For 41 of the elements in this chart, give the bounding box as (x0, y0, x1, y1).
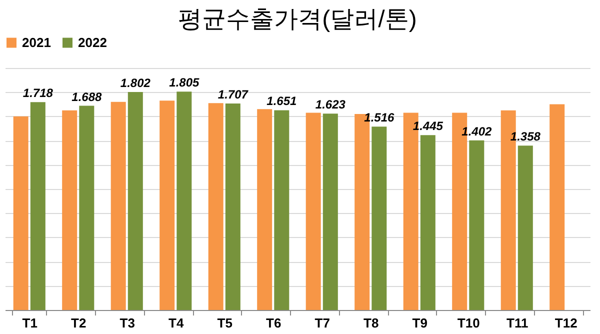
data-label: 1.651 (266, 94, 297, 108)
x-tick-label: T5 (217, 316, 232, 330)
bar (225, 103, 240, 310)
x-tick-label: T12 (554, 316, 578, 330)
bar (257, 109, 272, 310)
bar (176, 92, 192, 310)
bar (79, 106, 94, 310)
bar (518, 146, 533, 310)
data-label: 1.718 (22, 86, 54, 100)
data-label: 1.802 (120, 76, 151, 90)
data-label: 1.707 (218, 87, 250, 102)
x-tick-label: T8 (364, 316, 379, 330)
data-label: 1.688 (72, 90, 102, 104)
bar (30, 102, 46, 310)
bar (322, 114, 338, 310)
bar (306, 112, 321, 310)
bar (274, 110, 290, 310)
chart-title: 평균수출가격(달러/톤) (178, 6, 417, 33)
legend-label: 2021 (22, 34, 51, 50)
bar (208, 103, 224, 310)
bar (469, 140, 484, 310)
bar (550, 104, 565, 310)
bar (13, 116, 28, 310)
x-tick-label: T2 (71, 316, 86, 330)
x-tick-label: T6 (266, 316, 282, 330)
bar (160, 100, 175, 310)
bar (128, 92, 143, 310)
bar (420, 135, 436, 310)
data-label: 1.623 (315, 98, 346, 112)
x-tick-label: T3 (120, 316, 135, 330)
x-tick-label: T7 (314, 316, 330, 330)
bar (372, 126, 387, 310)
bar (62, 110, 78, 310)
legend-label: 2022 (78, 34, 107, 50)
x-tick-label: T11 (506, 316, 528, 330)
x-tick-label: T9 (412, 316, 428, 330)
x-tick-label: T1 (22, 316, 38, 330)
x-tick-label: T4 (168, 316, 184, 330)
bar (110, 102, 126, 310)
x-tick-label: T10 (457, 316, 480, 330)
data-label: 1.805 (169, 76, 200, 90)
